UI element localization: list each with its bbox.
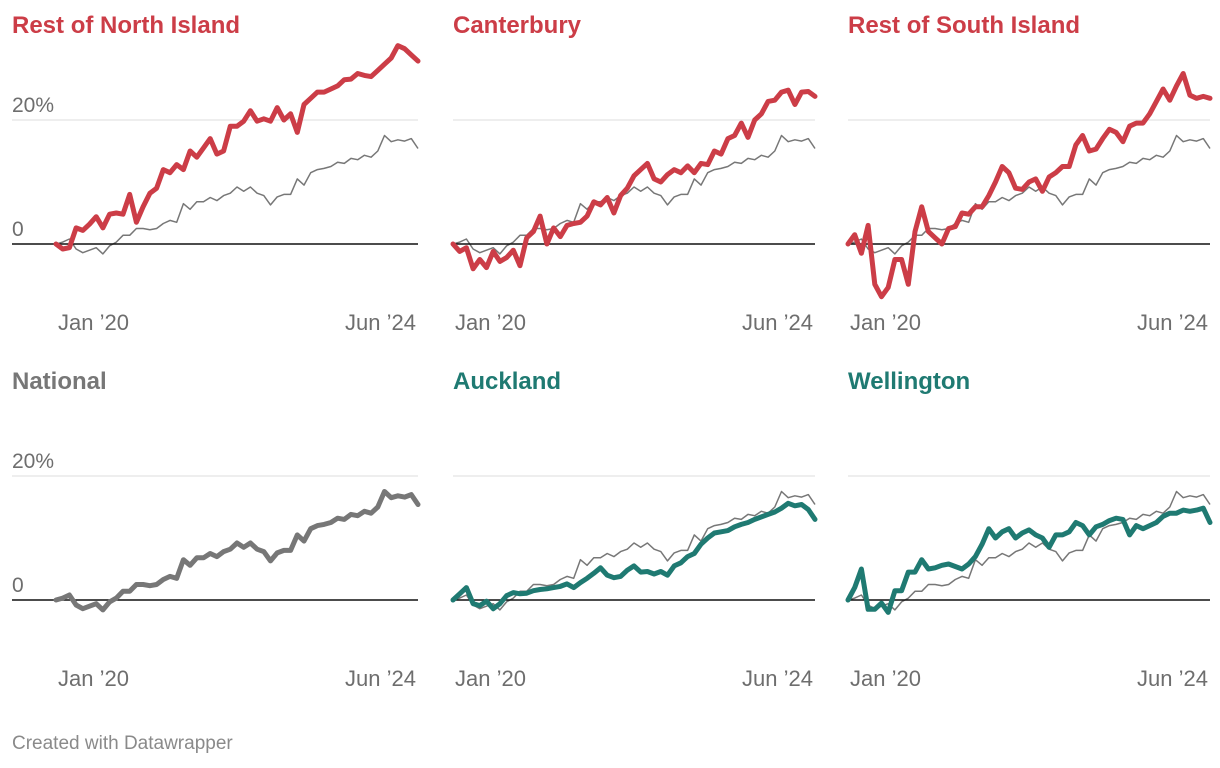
x-tick-label: Jun ’24 (345, 666, 416, 691)
y-tick-label: 20% (12, 94, 54, 117)
national-reference-line-rest-of-north-island (55, 134, 419, 255)
x-tick-label: Jun ’24 (742, 666, 813, 691)
panel-title-canterbury: Canterbury (453, 12, 582, 39)
panel-title-rest-of-north-island: Rest of North Island (12, 12, 240, 39)
x-tick-label: Jun ’24 (1137, 310, 1208, 335)
series-line-wellington (845, 505, 1213, 615)
panel-title-national: National (12, 368, 107, 395)
national-reference-line-rest-of-south-island (847, 134, 1211, 255)
x-tick-label: Jun ’24 (345, 310, 416, 335)
series-line-national (53, 489, 421, 613)
national-reference-line-wellington (847, 490, 1211, 611)
x-tick-label: Jan ’20 (58, 666, 129, 691)
x-tick-label: Jan ’20 (850, 310, 921, 335)
x-tick-label: Jun ’24 (742, 310, 813, 335)
panel-title-rest-of-south-island: Rest of South Island (848, 12, 1080, 39)
national-reference-line-canterbury (452, 134, 816, 255)
series-line-canterbury (450, 87, 818, 272)
series-line-auckland (450, 500, 818, 612)
x-tick-label: Jun ’24 (1137, 666, 1208, 691)
y-tick-label: 20% (12, 450, 54, 473)
series-line-rest-of-south-island (845, 71, 1213, 300)
credit-text: Created with Datawrapper (12, 733, 233, 754)
panel-title-auckland: Auckland (453, 368, 561, 395)
national-reference-line-auckland (452, 490, 816, 611)
x-tick-label: Jan ’20 (58, 310, 129, 335)
x-tick-label: Jan ’20 (455, 310, 526, 335)
x-tick-label: Jan ’20 (850, 666, 921, 691)
y-tick-label: 0 (12, 218, 24, 241)
x-tick-label: Jan ’20 (455, 666, 526, 691)
panel-title-wellington: Wellington (848, 368, 970, 395)
y-tick-label: 0 (12, 574, 24, 597)
series-line-rest-of-north-island (53, 43, 421, 252)
